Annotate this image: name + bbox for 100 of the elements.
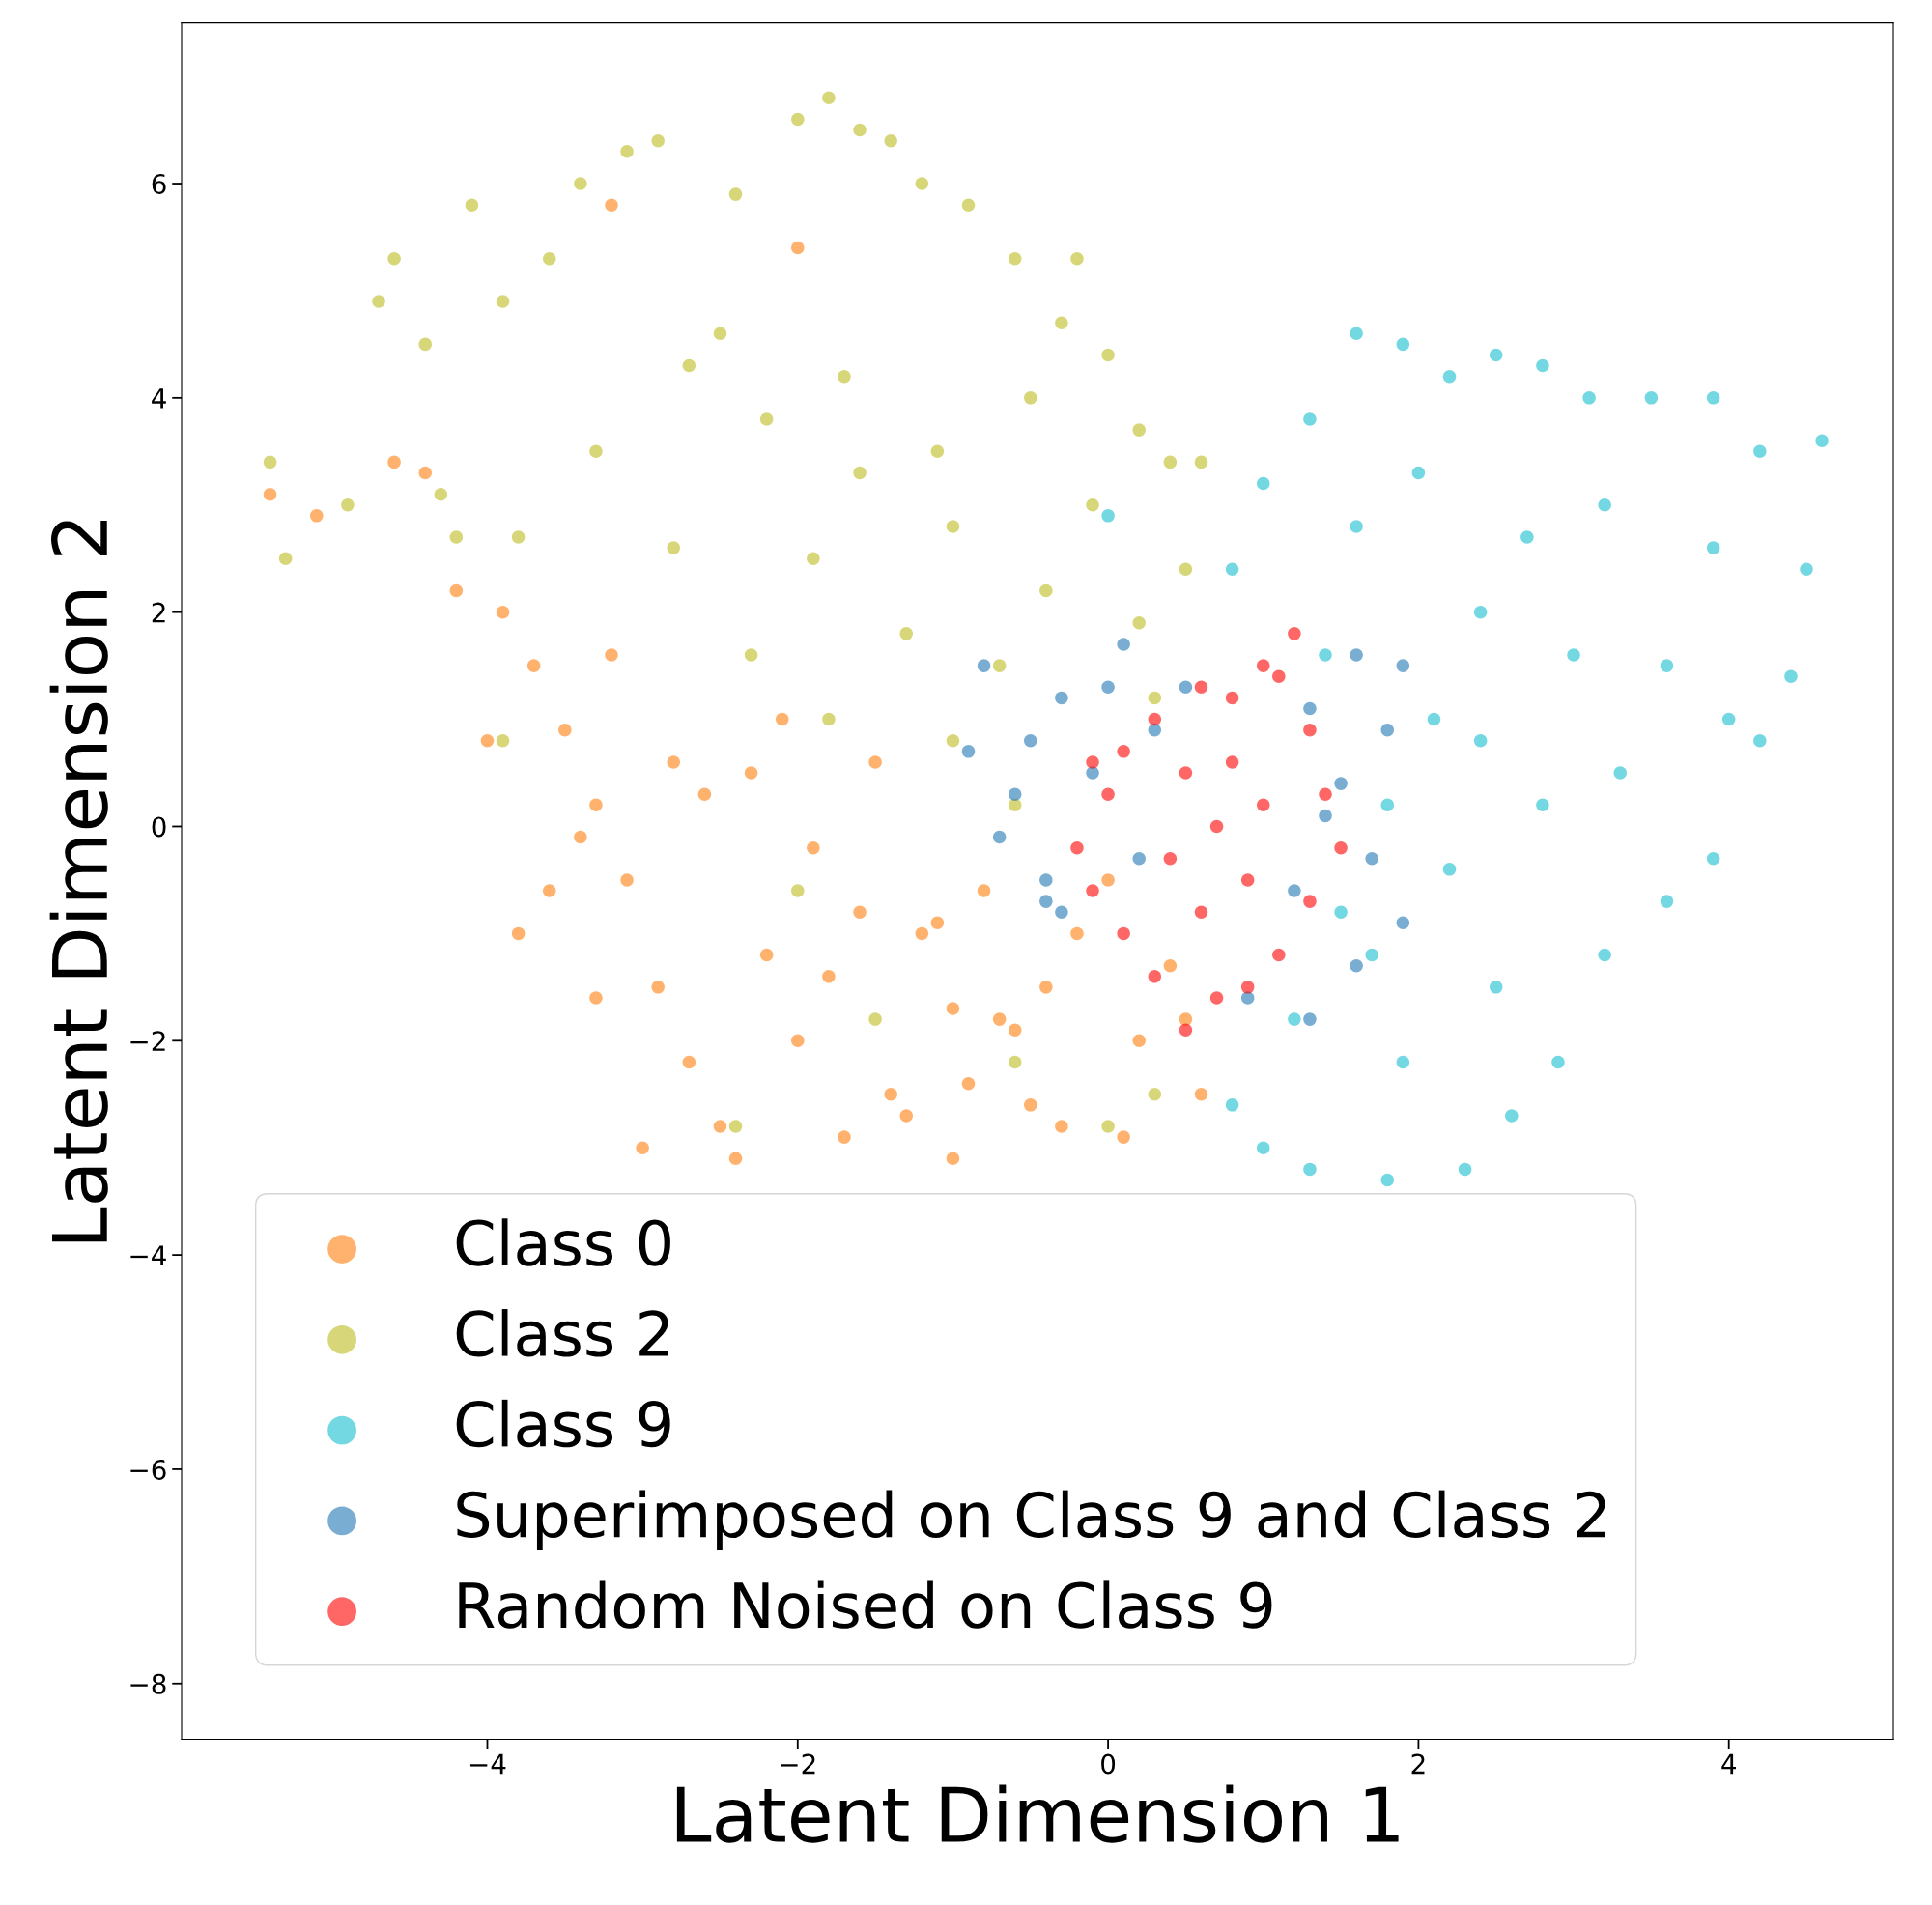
point (418, 337, 432, 352)
point (1055, 316, 1068, 329)
x-tick-label: 4 (1721, 1753, 1736, 1775)
point (1473, 605, 1488, 619)
point (1396, 337, 1410, 352)
point (1148, 969, 1162, 983)
point (1350, 648, 1363, 662)
point (930, 444, 945, 459)
point (1225, 1098, 1239, 1112)
point (1194, 455, 1208, 469)
point (1613, 766, 1628, 780)
point (1148, 712, 1162, 726)
point (434, 487, 448, 501)
point (697, 787, 712, 801)
point (1194, 1087, 1208, 1101)
point (791, 112, 805, 127)
point (807, 840, 820, 855)
point (1256, 476, 1270, 491)
point (1117, 1130, 1130, 1144)
point (1396, 659, 1410, 672)
point (713, 327, 727, 341)
point (1256, 798, 1270, 812)
point (496, 605, 510, 619)
x-axis-title: Latent Dimension 1 (676, 1784, 1399, 1843)
point (1070, 251, 1084, 266)
point (977, 659, 991, 672)
point (1179, 1023, 1193, 1037)
point (589, 798, 603, 812)
point (1706, 541, 1720, 554)
point (1117, 926, 1130, 941)
point (310, 509, 324, 523)
point (1721, 712, 1736, 726)
point (1132, 615, 1146, 630)
point (1303, 723, 1317, 737)
point (961, 198, 976, 212)
point (1753, 733, 1767, 748)
point (992, 1012, 1007, 1026)
point (713, 1120, 727, 1133)
point (1070, 926, 1084, 941)
point (605, 198, 618, 212)
point (589, 991, 603, 1005)
point (1505, 1109, 1519, 1123)
point (1039, 873, 1053, 887)
point (1660, 895, 1674, 908)
point (728, 1152, 743, 1166)
point (1272, 948, 1286, 962)
point (1039, 583, 1053, 598)
point (1039, 981, 1053, 994)
point (387, 251, 401, 266)
point (1706, 851, 1720, 866)
point (1148, 1087, 1162, 1101)
point (667, 755, 681, 769)
point (884, 1087, 897, 1101)
point (807, 552, 820, 565)
point (1442, 863, 1457, 876)
point (899, 627, 914, 640)
point (1225, 691, 1239, 705)
point (636, 1141, 649, 1154)
point (1288, 884, 1301, 897)
point (744, 766, 758, 780)
point (1101, 787, 1115, 801)
point (1055, 691, 1068, 705)
point (511, 530, 526, 544)
point (1225, 562, 1239, 577)
point (946, 520, 960, 533)
y-tick-label: −6 (130, 1459, 166, 1480)
point (1256, 659, 1270, 672)
point (1334, 840, 1348, 855)
point (620, 873, 634, 887)
point (465, 198, 479, 212)
point (1256, 1141, 1270, 1154)
x-tick-label: 0 (1101, 1753, 1116, 1775)
point (480, 733, 495, 748)
point (1055, 905, 1068, 919)
point (1288, 627, 1301, 640)
point (1319, 809, 1332, 823)
point (744, 648, 758, 662)
point (341, 498, 355, 512)
y-tick-label: 4 (152, 388, 166, 409)
point (1070, 840, 1084, 855)
point (775, 712, 789, 726)
legend-label: Class 0 (456, 1218, 670, 1266)
point (915, 177, 929, 190)
point (1350, 958, 1363, 973)
point (728, 187, 743, 201)
point (1442, 369, 1457, 384)
point (1179, 766, 1193, 780)
point (1101, 1120, 1115, 1133)
point (1117, 745, 1130, 758)
point (1240, 981, 1255, 994)
point (838, 369, 851, 384)
point (1800, 562, 1813, 577)
point (1303, 1012, 1317, 1026)
point (496, 295, 510, 308)
y-tick-label: 6 (152, 173, 166, 194)
point (1101, 680, 1115, 695)
point (1179, 562, 1193, 577)
point (961, 1076, 976, 1091)
point (868, 755, 882, 769)
point (1380, 798, 1395, 812)
